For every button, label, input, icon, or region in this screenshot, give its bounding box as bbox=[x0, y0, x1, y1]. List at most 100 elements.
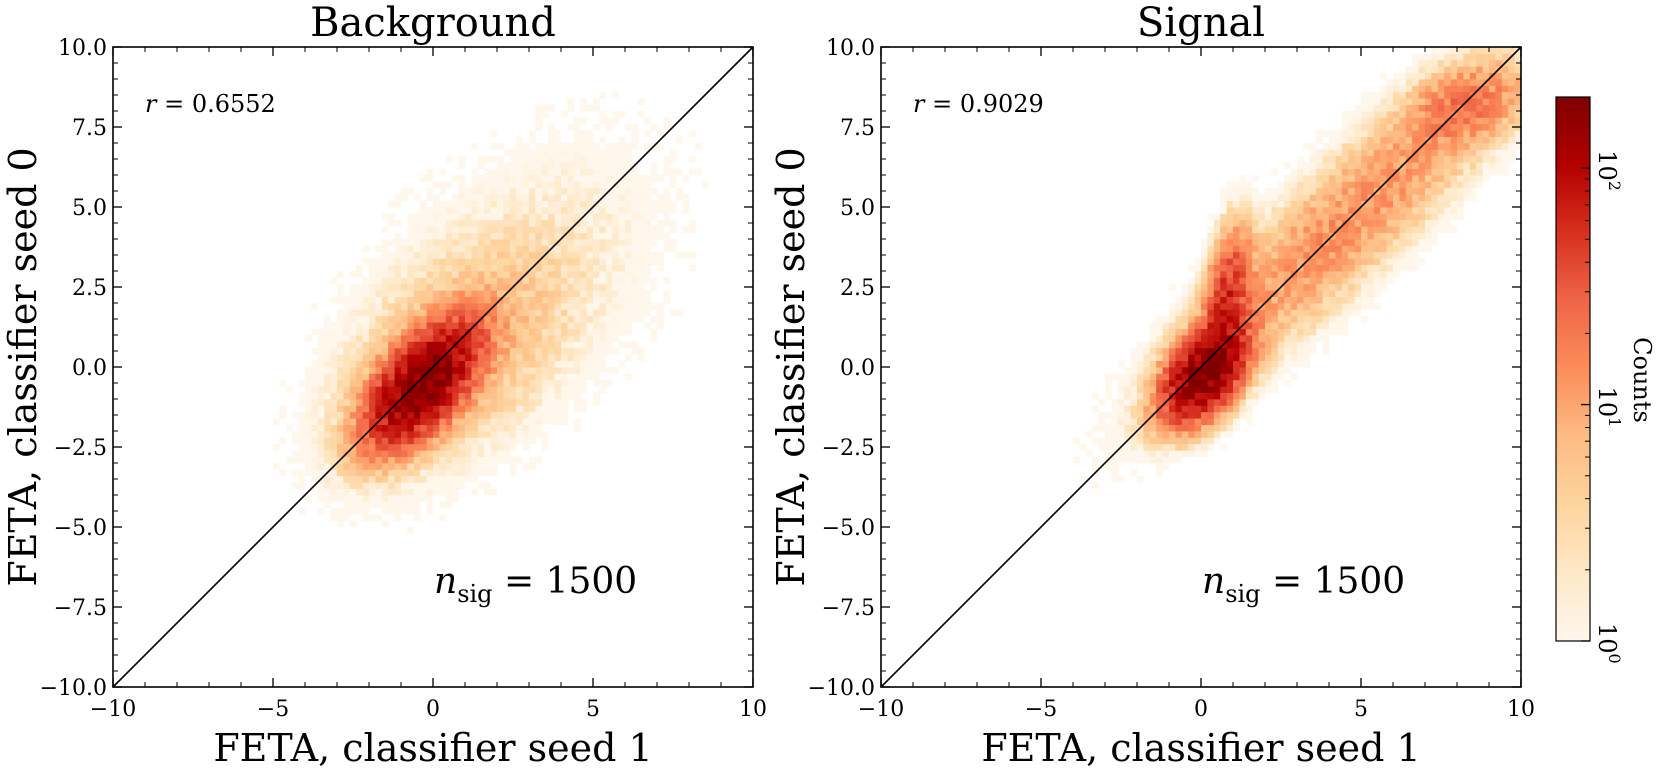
heatmap-cell bbox=[1233, 405, 1240, 413]
heatmap-cell bbox=[1514, 117, 1522, 125]
heatmap-cell bbox=[1354, 187, 1362, 195]
heatmap-cell bbox=[1220, 303, 1227, 310]
heatmap-cell bbox=[1348, 239, 1355, 246]
heatmap-cell bbox=[522, 379, 530, 387]
heatmap-cell bbox=[529, 418, 536, 425]
heatmap-cell bbox=[1290, 168, 1298, 176]
heatmap-cell bbox=[1175, 456, 1183, 464]
heatmap-cell bbox=[381, 328, 389, 336]
heatmap-cell bbox=[394, 354, 402, 361]
heatmap-cell bbox=[311, 418, 319, 425]
heatmap-cell bbox=[1373, 245, 1381, 253]
heatmap-cell bbox=[503, 367, 511, 374]
heatmap-cell bbox=[573, 367, 581, 374]
heatmap-cell bbox=[631, 200, 639, 208]
heatmap-cell bbox=[1271, 251, 1279, 259]
heatmap-cell bbox=[1309, 200, 1317, 208]
heatmap-cell bbox=[1207, 367, 1215, 374]
heatmap-cell bbox=[1188, 328, 1195, 336]
heatmap-cell bbox=[490, 251, 498, 259]
heatmap-cell bbox=[644, 207, 651, 214]
heatmap-cell bbox=[1303, 290, 1311, 297]
heatmap-cell bbox=[388, 347, 395, 355]
heatmap-cell bbox=[1431, 226, 1439, 233]
heatmap-cell bbox=[1297, 232, 1304, 240]
heatmap-cell bbox=[497, 175, 504, 182]
heatmap-cell bbox=[605, 379, 613, 387]
heatmap-cell bbox=[573, 155, 581, 163]
heatmap-cell bbox=[1213, 392, 1221, 400]
heatmap-cell bbox=[445, 155, 453, 163]
heatmap-cell bbox=[1188, 322, 1195, 329]
heatmap-cell bbox=[1386, 155, 1394, 163]
heatmap-cell bbox=[1213, 354, 1221, 361]
heatmap-cell bbox=[1130, 456, 1138, 464]
heatmap-cell bbox=[1124, 411, 1131, 419]
heatmap-cell bbox=[1444, 59, 1451, 67]
heatmap-cell bbox=[695, 168, 703, 176]
heatmap-cell bbox=[458, 373, 466, 381]
heatmap-cell bbox=[1348, 200, 1355, 208]
heatmap-cell bbox=[394, 219, 402, 227]
heatmap-cell bbox=[362, 418, 370, 425]
heatmap-cell bbox=[1130, 411, 1138, 419]
heatmap-cell bbox=[1457, 143, 1464, 150]
heatmap-cell bbox=[605, 168, 613, 176]
heatmap-cell bbox=[1335, 213, 1343, 221]
heatmap-cell bbox=[1412, 85, 1419, 93]
heatmap-cell bbox=[497, 271, 504, 278]
heatmap-cell bbox=[1463, 194, 1471, 201]
heatmap-cell bbox=[1245, 411, 1253, 419]
heatmap-cell bbox=[317, 405, 325, 413]
heatmap-cell bbox=[1508, 104, 1515, 112]
heatmap-cell bbox=[593, 322, 600, 329]
heatmap-cell bbox=[561, 264, 568, 272]
heatmap-cell bbox=[618, 360, 626, 368]
heatmap-cell bbox=[305, 399, 312, 406]
heatmap-cell bbox=[1181, 354, 1189, 361]
heatmap-cell bbox=[1309, 335, 1317, 342]
heatmap-cell bbox=[375, 360, 383, 368]
heatmap-cell bbox=[1309, 290, 1317, 297]
heatmap-cell bbox=[407, 219, 415, 227]
heatmap-cell bbox=[1425, 194, 1432, 201]
heatmap-cell bbox=[1393, 85, 1400, 93]
heatmap-cell bbox=[305, 418, 312, 425]
heatmap-cell bbox=[503, 386, 511, 393]
heatmap-cell bbox=[1258, 245, 1266, 253]
heatmap-cell bbox=[439, 207, 447, 214]
heatmap-cell bbox=[1271, 232, 1279, 240]
heatmap-cell bbox=[356, 399, 363, 406]
heatmap-cell bbox=[362, 469, 370, 477]
heatmap-cell bbox=[439, 379, 447, 387]
heatmap-cell bbox=[349, 469, 357, 477]
heatmap-cell bbox=[1463, 85, 1471, 93]
heatmap-cell bbox=[1226, 213, 1234, 221]
heatmap-cell bbox=[1316, 168, 1323, 176]
heatmap-cell bbox=[1284, 232, 1291, 240]
heatmap-cell bbox=[567, 328, 575, 336]
heatmap-cell bbox=[497, 239, 504, 246]
heatmap-cell bbox=[1367, 283, 1375, 291]
heatmap-cell bbox=[413, 239, 421, 246]
heatmap-cell bbox=[516, 424, 523, 432]
signal-y-axis-label: FETA, classifier seed 0 bbox=[769, 147, 813, 586]
heatmap-cell bbox=[445, 309, 453, 317]
heatmap-cell bbox=[522, 219, 530, 227]
background-y-axis-label: FETA, classifier seed 0 bbox=[1, 147, 45, 586]
heatmap-cell bbox=[1425, 104, 1432, 112]
heatmap-cell bbox=[1188, 367, 1195, 374]
heatmap-cell bbox=[586, 322, 594, 329]
heatmap-cell bbox=[541, 347, 549, 355]
heatmap-cell bbox=[1431, 91, 1439, 99]
heatmap-cell bbox=[1444, 200, 1451, 208]
heatmap-cell bbox=[381, 271, 389, 278]
heatmap-cell bbox=[1233, 200, 1240, 208]
heatmap-cell bbox=[548, 232, 555, 240]
heatmap-cell bbox=[369, 303, 376, 310]
heatmap-cell bbox=[458, 405, 466, 413]
heatmap-cell bbox=[605, 328, 613, 336]
heatmap-cell bbox=[573, 207, 581, 214]
heatmap-cell bbox=[477, 303, 485, 310]
heatmap-cell bbox=[1476, 79, 1483, 86]
